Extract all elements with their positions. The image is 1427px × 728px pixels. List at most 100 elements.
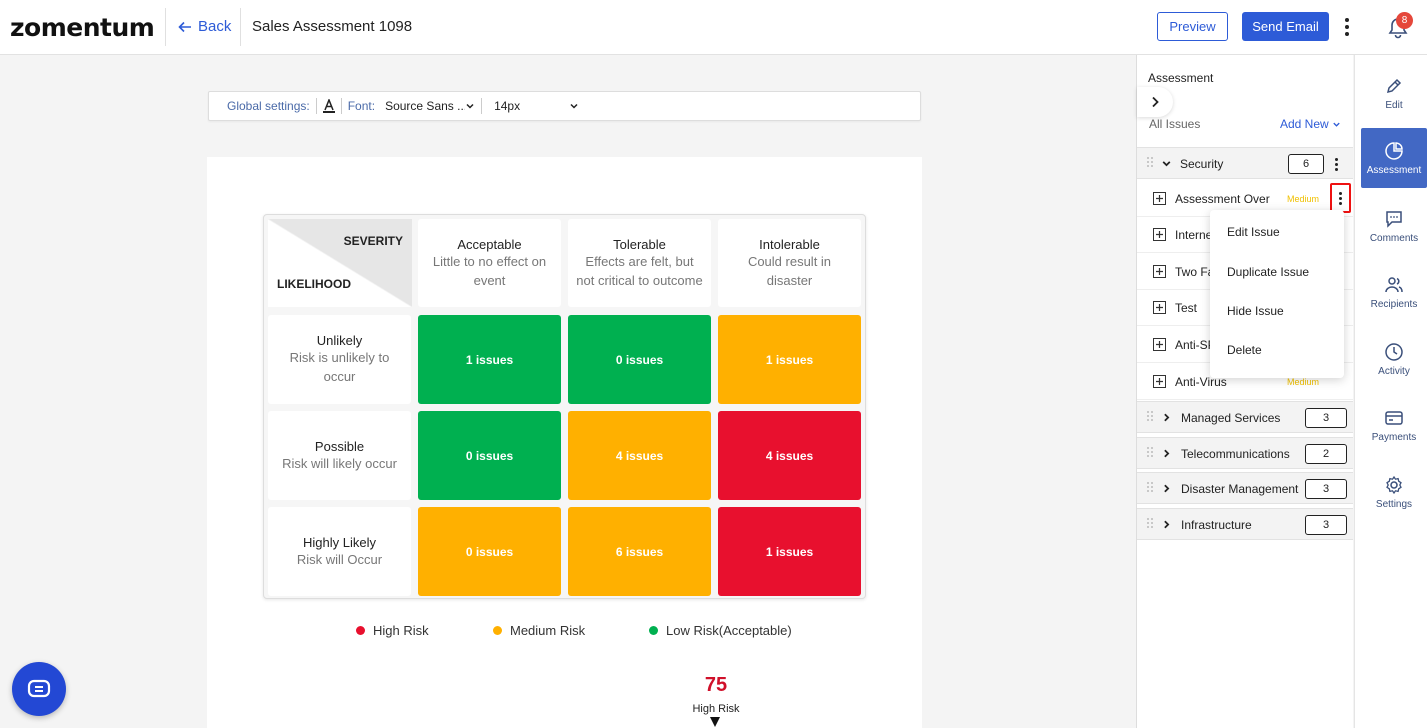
issue-options-button[interactable] [1330,183,1351,213]
clock-icon [1385,342,1403,361]
category-count: 3 [1305,479,1347,499]
duplicate-issue-menu-item[interactable]: Duplicate Issue [1227,265,1310,279]
issue-row[interactable]: Anti-Virus Medium [1137,364,1353,400]
rail-label: Settings [1375,498,1413,510]
rail-item-recipients[interactable]: Recipients [1361,262,1427,322]
chevron-right-icon[interactable] [1161,519,1172,530]
expand-plus-icon[interactable] [1153,375,1166,388]
issue-name: Interne [1175,228,1213,242]
matrix-cell[interactable]: 4 issues [718,411,861,500]
add-new-button[interactable]: Add New [1280,117,1341,131]
expand-plus-icon[interactable] [1153,338,1166,351]
send-email-button[interactable]: Send Email [1242,12,1329,41]
drag-handle-icon[interactable] [1146,481,1154,493]
chevron-down-icon[interactable] [569,101,579,111]
category-row-telecommunications[interactable]: Telecommunications 2 [1137,437,1353,469]
category-row-disaster-management[interactable]: Disaster Management 3 [1137,472,1353,504]
drag-handle-icon[interactable] [1146,410,1154,422]
legend-high-risk: High Risk [356,623,429,638]
pencil-icon [1386,78,1402,93]
issue-level-badge: Medium [1287,377,1320,387]
matrix-cell[interactable]: 6 issues [568,507,711,596]
more-options-icon[interactable] [1333,155,1339,173]
column-description: Little to no effect on event [432,253,547,288]
legend-label: Medium Risk [510,623,586,638]
collapse-panel-button[interactable] [1137,87,1173,117]
column-header-intolerable: Intolerable Could result in disaster [718,219,861,307]
text-color-icon[interactable] [322,99,335,113]
matrix-cell[interactable]: 4 issues [568,411,711,500]
row-header-unlikely: Unlikely Risk is unlikely to occur [268,315,411,404]
chevron-down-icon[interactable] [1161,158,1172,169]
font-size-select[interactable]: 14px [494,99,521,113]
rail-label: Assessment [1366,164,1422,176]
rail-item-payments[interactable]: Payments [1361,395,1427,455]
header-divider [165,8,166,46]
rail-item-settings[interactable]: Settings [1361,462,1427,522]
category-name: Managed Services [1181,411,1281,425]
edit-issue-menu-item[interactable]: Edit Issue [1227,225,1280,239]
issue-name: Test [1175,301,1198,315]
column-description: Effects are felt, but not critical to ou… [576,253,703,288]
rail-item-comments[interactable]: Comments [1361,196,1427,256]
row-title: Unlikely [316,333,363,348]
matrix-cell[interactable]: 1 issues [718,315,861,404]
category-count: 2 [1305,444,1347,464]
rail-item-edit[interactable]: Edit [1361,63,1427,123]
matrix-cell[interactable]: 0 issues [418,507,561,596]
expand-plus-icon[interactable] [1153,192,1166,205]
chevron-down-icon [1333,122,1340,127]
rail-item-activity[interactable]: Activity [1361,329,1427,389]
hide-issue-menu-item[interactable]: Hide Issue [1227,304,1284,318]
rail-label: Activity [1378,365,1410,377]
right-nav-rail: Edit Assessment Comments Recipients Acti… [1354,55,1427,728]
matrix-cell[interactable]: 1 issues [718,507,861,596]
preview-button[interactable]: Preview [1157,12,1228,41]
chat-launcher-button[interactable] [12,662,66,716]
chevron-right-icon[interactable] [1161,448,1172,459]
row-description: Risk will likely occur [282,455,397,471]
column-title: Acceptable [457,236,522,252]
document-title: Sales Assessment 1098 [252,18,413,35]
expand-plus-icon[interactable] [1153,265,1166,278]
column-header-tolerable: Tolerable Effects are felt, but not crit… [568,219,711,307]
drag-handle-icon[interactable] [1146,446,1154,458]
risk-matrix: SEVERITY LIKELIHOOD Acceptable Little to… [263,214,866,599]
matrix-cell[interactable]: 0 issues [418,411,561,500]
top-header: zomentum Back Sales Assessment 1098 Prev… [0,0,1427,55]
more-options-icon[interactable] [1339,16,1355,38]
legend-label: Low Risk(Acceptable) [666,623,792,638]
category-name: Security [1180,157,1224,171]
low-risk-dot [649,626,658,635]
severity-label: SEVERITY [343,234,403,248]
category-row-managed-services[interactable]: Managed Services 3 [1137,401,1353,433]
chat-icon [27,679,51,698]
issue-level-badge: Medium [1287,194,1320,204]
matrix-cell[interactable]: 1 issues [418,315,561,404]
delete-menu-item[interactable]: Delete [1227,343,1262,357]
category-row-security[interactable]: Security 6 [1137,147,1353,179]
assessment-panel: Assessment All Issues Add New Security 6… [1136,55,1353,728]
chevron-right-icon [1152,96,1159,108]
back-button[interactable]: Back [178,18,231,35]
risk-score-value: 75 [704,674,728,696]
notification-badge: 8 [1396,12,1413,29]
font-select[interactable]: Source Sans ... [385,99,466,113]
category-count: 3 [1305,515,1347,535]
rail-item-assessment[interactable]: Assessment [1361,128,1427,188]
drag-handle-icon[interactable] [1146,517,1154,529]
zomentum-logo[interactable]: zomentum [10,13,155,42]
chevron-right-icon[interactable] [1161,483,1172,494]
rail-label: Recipients [1370,298,1418,310]
chevron-down-icon[interactable] [465,101,475,111]
category-row-infrastructure[interactable]: Infrastructure 3 [1137,508,1353,540]
issue-name: Anti-SP [1175,338,1216,352]
issue-name: Assessment Over [1175,192,1270,206]
expand-plus-icon[interactable] [1153,301,1166,314]
chevron-right-icon[interactable] [1161,412,1172,423]
drag-handle-icon[interactable] [1146,156,1154,168]
gear-icon [1386,475,1402,494]
add-new-label: Add New [1280,117,1329,131]
expand-plus-icon[interactable] [1153,228,1166,241]
matrix-cell[interactable]: 0 issues [568,315,711,404]
